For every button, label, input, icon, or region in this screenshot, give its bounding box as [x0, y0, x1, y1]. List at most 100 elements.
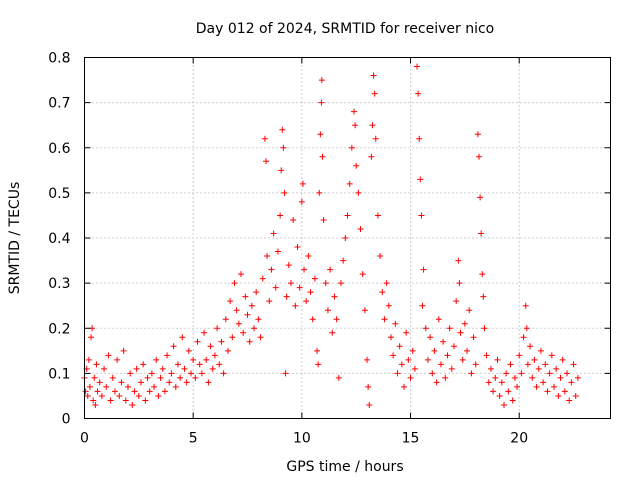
- data-point-marker: [366, 401, 373, 408]
- x-tick-label: 20: [510, 431, 528, 447]
- x-tick-label: 10: [293, 431, 311, 447]
- data-point-marker: [185, 347, 192, 354]
- data-point-marker: [381, 316, 388, 323]
- data-point-marker: [337, 280, 344, 287]
- data-point-marker: [84, 392, 91, 399]
- data-point-marker: [318, 99, 325, 106]
- data-point-marker: [159, 365, 166, 372]
- data-point-marker: [453, 298, 460, 305]
- data-point-marker: [405, 356, 412, 363]
- data-point-marker: [251, 325, 258, 332]
- data-point-marker: [174, 361, 181, 368]
- data-point-marker: [114, 356, 121, 363]
- data-point-marker: [383, 280, 390, 287]
- data-point-marker: [120, 347, 127, 354]
- data-point-marker: [540, 379, 547, 386]
- data-point-marker: [346, 180, 353, 187]
- data-point-marker: [401, 383, 408, 390]
- data-point-marker: [296, 284, 303, 291]
- data-point-marker: [340, 257, 347, 264]
- data-point-marker: [283, 293, 290, 300]
- data-point-marker: [172, 383, 179, 390]
- data-point-marker: [481, 325, 488, 332]
- data-point-marker: [240, 329, 247, 336]
- data-point-marker: [166, 379, 173, 386]
- data-point-marker: [122, 397, 129, 404]
- data-point-marker: [387, 334, 394, 341]
- x-tick-label: 0: [80, 431, 89, 447]
- data-point-marker: [487, 365, 494, 372]
- y-tick-label: 0.7: [48, 96, 70, 112]
- data-point-marker: [224, 347, 231, 354]
- data-point-marker: [544, 388, 551, 395]
- data-point-marker: [520, 334, 527, 341]
- data-point-marker: [550, 383, 557, 390]
- data-point-marker: [314, 347, 321, 354]
- data-point-marker: [318, 77, 325, 84]
- data-point-marker: [285, 262, 292, 269]
- data-point-marker: [329, 329, 336, 336]
- data-point-marker: [419, 302, 426, 309]
- data-point-marker: [403, 329, 410, 336]
- data-point-marker: [91, 374, 98, 381]
- data-point-marker: [135, 392, 142, 399]
- data-point-marker: [144, 374, 151, 381]
- data-point-marker: [299, 180, 306, 187]
- data-point-marker: [466, 307, 473, 314]
- data-point-marker: [255, 316, 262, 323]
- data-point-marker: [309, 316, 316, 323]
- data-point-marker: [261, 135, 268, 142]
- data-point-marker: [82, 388, 89, 395]
- data-point-marker: [572, 392, 579, 399]
- data-point-marker: [277, 212, 284, 219]
- data-point-marker: [207, 343, 214, 350]
- data-point-marker: [368, 153, 375, 160]
- data-point-marker: [537, 347, 544, 354]
- data-point-marker: [448, 365, 455, 372]
- data-point-marker: [420, 266, 427, 273]
- data-point-marker: [280, 144, 287, 151]
- data-point-marker: [429, 370, 436, 377]
- data-point-marker: [533, 383, 540, 390]
- data-point-marker: [198, 370, 205, 377]
- data-point-marker: [435, 316, 442, 323]
- data-point-marker: [559, 356, 566, 363]
- data-point-marker: [259, 275, 266, 282]
- data-point-marker: [555, 392, 562, 399]
- data-point-marker: [479, 271, 486, 278]
- data-point-marker: [461, 320, 468, 327]
- data-point-marker: [320, 216, 327, 223]
- data-point-marker: [327, 266, 334, 273]
- data-point-marker: [335, 374, 342, 381]
- data-point-marker: [140, 361, 147, 368]
- data-point-marker: [201, 329, 208, 336]
- data-point-marker: [153, 356, 160, 363]
- data-point-marker: [151, 383, 158, 390]
- data-point-marker: [414, 63, 421, 70]
- data-point-marker: [111, 388, 118, 395]
- data-point-marker: [164, 352, 171, 359]
- data-point-marker: [92, 401, 99, 408]
- data-point-marker: [494, 356, 501, 363]
- data-point-marker: [477, 194, 484, 201]
- data-point-marker: [518, 370, 525, 377]
- data-point-marker: [527, 343, 534, 350]
- data-point-marker: [409, 347, 416, 354]
- data-point-marker: [248, 302, 255, 309]
- data-point-marker: [440, 338, 447, 345]
- data-point-marker: [133, 365, 140, 372]
- data-point-marker: [546, 370, 553, 377]
- data-point-marker: [529, 374, 536, 381]
- data-point-marker: [492, 374, 499, 381]
- data-point-marker: [214, 325, 221, 332]
- data-point-marker: [116, 392, 123, 399]
- data-point-marker: [183, 379, 190, 386]
- data-point-marker: [444, 352, 451, 359]
- data-point-marker: [422, 325, 429, 332]
- data-point-marker: [371, 90, 378, 97]
- data-point-marker: [282, 370, 289, 377]
- data-point-marker: [244, 311, 251, 318]
- data-point-marker: [229, 334, 236, 341]
- data-points: [81, 63, 581, 408]
